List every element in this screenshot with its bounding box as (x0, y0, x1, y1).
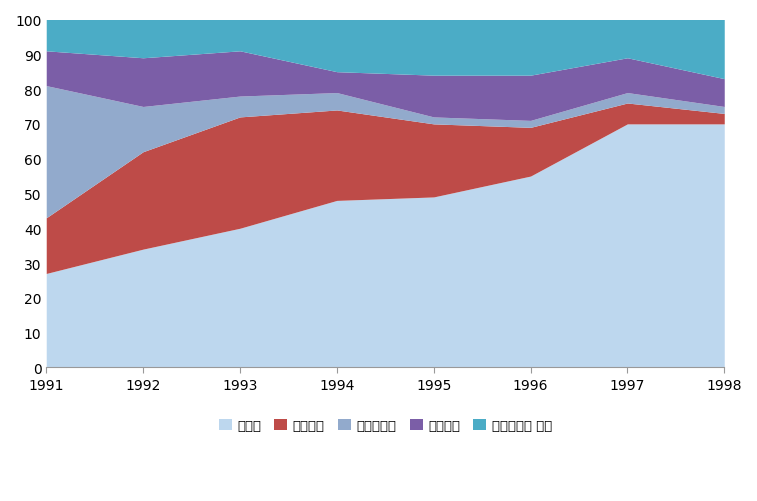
Legend: 실업자, 조기퇴직, 단축근로자, 직업훈련, 정부일자리 창출: 실업자, 조기퇴직, 단축근로자, 직업훈련, 정부일자리 창출 (213, 413, 557, 437)
